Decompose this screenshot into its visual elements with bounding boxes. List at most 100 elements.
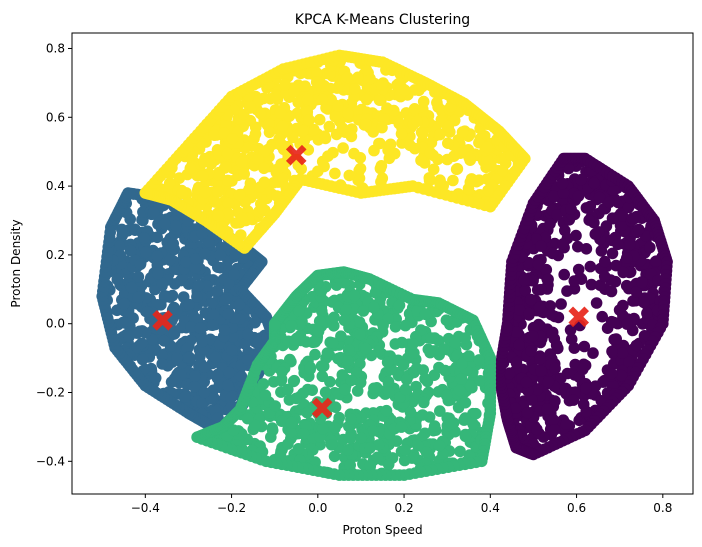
data-point (328, 311, 340, 324)
data-point (399, 84, 411, 96)
data-point (381, 102, 393, 114)
centroid-marker-2 (152, 309, 173, 331)
data-point (349, 83, 361, 95)
data-point (354, 162, 367, 175)
data-point (556, 177, 569, 190)
data-point (407, 338, 419, 350)
data-point (548, 237, 561, 250)
data-point (219, 294, 231, 306)
data-point (329, 110, 342, 123)
data-point (196, 335, 208, 348)
data-point (442, 137, 454, 149)
data-point (425, 136, 438, 149)
data-point (352, 174, 365, 187)
data-point (393, 299, 406, 312)
data-point (585, 278, 598, 291)
data-point (518, 274, 530, 287)
data-point (289, 334, 301, 347)
cluster-4-points (139, 49, 531, 254)
data-point (584, 260, 597, 273)
data-point (228, 268, 240, 281)
data-point (456, 357, 468, 370)
data-point (590, 297, 603, 309)
data-point (547, 414, 560, 426)
data-point (598, 270, 611, 283)
data-point (199, 186, 212, 199)
data-point (297, 124, 310, 137)
data-points (96, 49, 673, 481)
data-point (341, 71, 354, 84)
data-point (284, 426, 297, 439)
data-point (644, 241, 656, 254)
data-point (354, 152, 367, 164)
data-point (412, 439, 424, 452)
data-point (376, 121, 388, 134)
data-point (599, 255, 611, 268)
data-point (279, 78, 291, 91)
data-point (434, 128, 446, 141)
data-point (348, 289, 361, 302)
data-point (595, 245, 608, 257)
data-point (395, 421, 408, 433)
data-point (519, 284, 532, 297)
data-point (239, 338, 251, 350)
data-point (636, 276, 648, 289)
data-point (269, 400, 282, 412)
data-point (337, 142, 349, 154)
data-point (441, 389, 453, 402)
data-point (328, 450, 341, 463)
data-point (535, 365, 547, 378)
data-point (531, 384, 543, 396)
data-point (299, 80, 311, 92)
data-point (459, 396, 472, 409)
data-point (450, 163, 463, 176)
data-point (364, 442, 376, 454)
x-tick-label: −0.4 (131, 501, 160, 515)
data-point (638, 296, 650, 309)
data-point (196, 170, 209, 182)
data-point (339, 383, 351, 396)
data-point (433, 439, 446, 452)
data-point (275, 415, 288, 428)
data-point (156, 349, 168, 362)
data-point (397, 359, 410, 371)
data-point (310, 76, 323, 88)
data-point (147, 206, 160, 219)
data-point (510, 326, 523, 338)
data-point (360, 93, 373, 106)
data-point (454, 445, 466, 458)
data-point (564, 324, 577, 336)
data-point (641, 307, 653, 320)
data-point (184, 162, 197, 175)
data-point (212, 261, 224, 274)
data-point (462, 182, 475, 195)
data-point (593, 191, 606, 204)
data-point (567, 394, 580, 406)
data-point (223, 366, 235, 379)
data-point (503, 368, 516, 380)
data-point (532, 258, 545, 271)
data-point (203, 236, 215, 248)
data-point (104, 226, 116, 239)
data-point (481, 153, 493, 165)
data-point (393, 117, 406, 130)
data-point (285, 320, 298, 332)
x-tick-label: 0.8 (653, 501, 672, 515)
data-point (156, 358, 168, 370)
data-point (181, 342, 194, 355)
data-point (463, 350, 475, 362)
data-point (428, 420, 441, 432)
data-point (541, 403, 554, 415)
data-point (222, 308, 234, 321)
data-point (242, 328, 254, 341)
data-point (223, 277, 235, 290)
data-point (572, 190, 585, 202)
x-axis-title: Proton Speed (342, 523, 422, 537)
data-point (575, 173, 587, 186)
data-point (588, 177, 600, 190)
data-point (214, 249, 227, 261)
data-point (650, 255, 662, 267)
data-point (627, 295, 639, 307)
data-point (316, 370, 329, 383)
data-point (375, 79, 388, 91)
